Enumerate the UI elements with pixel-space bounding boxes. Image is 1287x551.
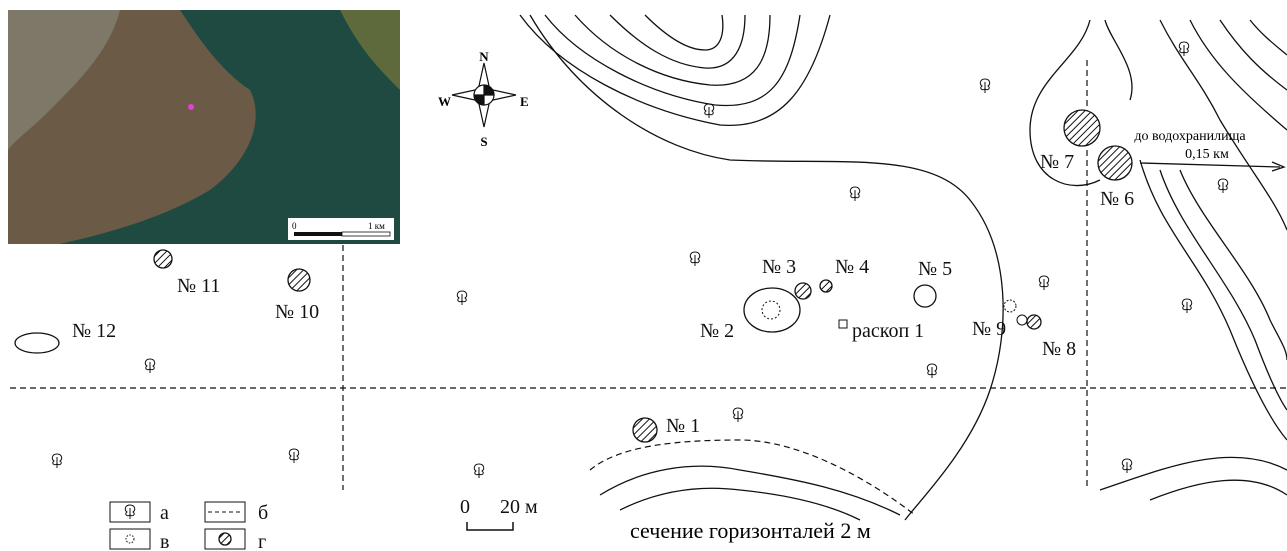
scale-start: 0 xyxy=(460,496,470,518)
mounds xyxy=(14,109,1133,443)
compass-s: S xyxy=(480,134,487,149)
compass-w: W xyxy=(438,94,451,109)
direction-label: до водохранилища xyxy=(1134,129,1246,144)
mound-label: № 5 xyxy=(918,258,952,280)
legend-label: в xyxy=(160,531,169,551)
contour-note: сечение горизонталей 2 м xyxy=(630,518,871,543)
mound-label: № 9 xyxy=(972,318,1006,340)
mound-label: № 4 xyxy=(835,256,869,278)
compass: N S W E xyxy=(438,49,529,149)
labels: № 1 № 2 № 3 № 4 № 5 № 6 № 7 № 8 № 9 № 10… xyxy=(72,129,1286,437)
direction-distance: 0,15 км xyxy=(1185,147,1229,162)
mound-label: № 12 xyxy=(72,320,116,342)
legend: а б в г xyxy=(109,501,268,551)
mound-label: № 10 xyxy=(275,301,319,323)
contours xyxy=(10,14,1287,521)
inset-scale-end: 1 км xyxy=(368,221,385,231)
compass-e: E xyxy=(520,94,529,109)
mound-label: № 8 xyxy=(1042,338,1076,360)
scale-end: 20 м xyxy=(500,496,538,518)
legend-label: б xyxy=(258,502,268,524)
mound-label: № 1 xyxy=(666,415,700,437)
mound-label: № 11 xyxy=(177,275,220,297)
scale-bar: 0 20 м xyxy=(460,496,538,531)
excavation-label: раскоп 1 xyxy=(852,320,924,342)
compass-n: N xyxy=(479,49,489,64)
mound-label: № 7 xyxy=(1040,151,1074,173)
mound-label: № 2 xyxy=(700,320,734,342)
inset-scale-start: 0 xyxy=(292,221,297,231)
legend-label: г xyxy=(258,531,266,551)
inset-map: 0 1 км xyxy=(8,10,400,244)
mound-label: № 6 xyxy=(1100,188,1134,210)
mound-label: № 3 xyxy=(762,256,796,278)
legend-label: а xyxy=(160,502,169,524)
